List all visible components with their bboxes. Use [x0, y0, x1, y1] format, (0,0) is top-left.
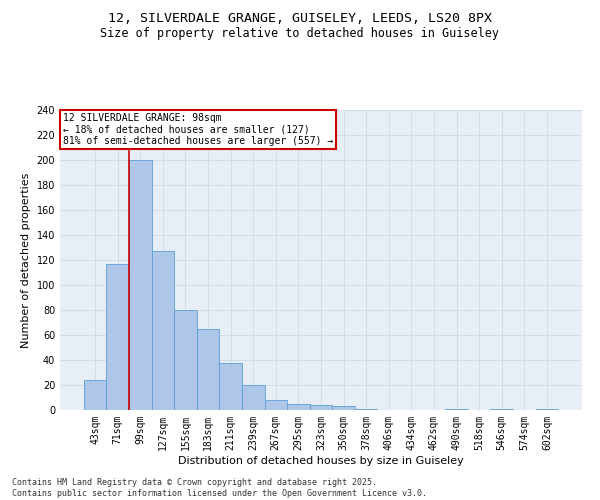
Bar: [152, 251, 174, 410]
Bar: [242, 385, 265, 410]
Text: Contains HM Land Registry data © Crown copyright and database right 2025.
Contai: Contains HM Land Registry data © Crown c…: [12, 478, 427, 498]
Bar: [490, 409, 513, 410]
Bar: [174, 310, 197, 410]
Text: 12 SILVERDALE GRANGE: 98sqm
← 18% of detached houses are smaller (127)
81% of se: 12 SILVERDALE GRANGE: 98sqm ← 18% of det…: [62, 113, 333, 146]
Bar: [287, 404, 310, 410]
Text: Size of property relative to detached houses in Guiseley: Size of property relative to detached ho…: [101, 28, 499, 40]
Bar: [197, 329, 220, 410]
Bar: [355, 409, 377, 410]
Bar: [220, 362, 242, 410]
Bar: [310, 405, 332, 410]
Text: 12, SILVERDALE GRANGE, GUISELEY, LEEDS, LS20 8PX: 12, SILVERDALE GRANGE, GUISELEY, LEEDS, …: [108, 12, 492, 26]
Y-axis label: Number of detached properties: Number of detached properties: [21, 172, 31, 348]
X-axis label: Distribution of detached houses by size in Guiseley: Distribution of detached houses by size …: [178, 456, 464, 466]
Bar: [332, 406, 355, 410]
Bar: [84, 380, 106, 410]
Bar: [106, 264, 129, 410]
Bar: [265, 400, 287, 410]
Bar: [445, 409, 468, 410]
Bar: [536, 409, 558, 410]
Bar: [129, 160, 152, 410]
